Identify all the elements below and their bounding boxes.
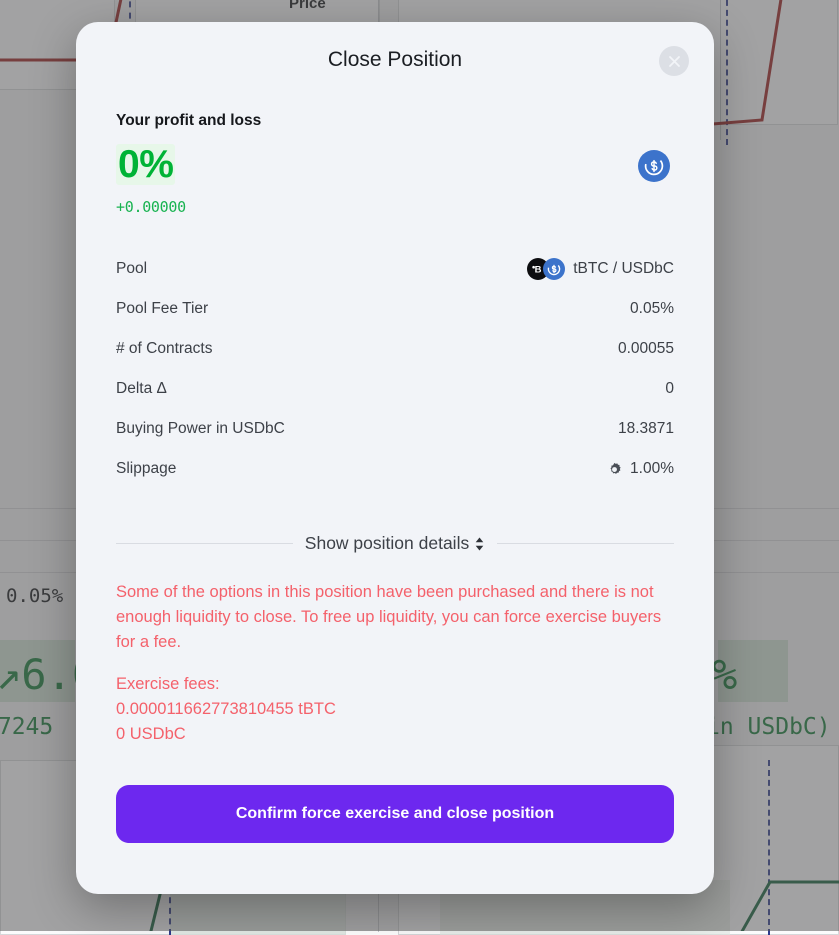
detail-label: Slippage (116, 460, 176, 478)
detail-row-pool: Pool B (116, 249, 674, 289)
divider-left (116, 543, 293, 544)
pnl-values: 0% +0.00000 (116, 144, 186, 216)
modal-body: Your profit and loss 0% +0.00000 Pool (94, 112, 696, 843)
exercise-fee-line: 0.000011662773810455 tBTC (116, 697, 674, 722)
detail-row-contracts: # of Contracts 0.00055 (116, 329, 674, 369)
detail-value: 0.05% (630, 300, 674, 318)
detail-value: 1.00% (607, 460, 674, 478)
detail-value-text: 0 (665, 380, 674, 398)
show-details-divider: Show position details (116, 533, 674, 554)
usdbc-token-glyph (642, 154, 666, 178)
detail-value-text: 0.05% (630, 300, 674, 318)
svg-text:B: B (535, 265, 542, 276)
detail-value: 0.00055 (618, 340, 674, 358)
exercise-fees-block: Exercise fees: 0.000011662773810455 tBTC… (116, 672, 674, 747)
usdbc-token-icon (543, 258, 565, 280)
detail-row-pool-fee-tier: Pool Fee Tier 0.05% (116, 289, 674, 329)
chevron-up-down-icon (474, 536, 485, 552)
close-button[interactable] (659, 46, 689, 76)
liquidity-warning-message: Some of the options in this position hav… (116, 580, 674, 655)
detail-value-text: 18.3871 (618, 420, 674, 438)
exercise-fee-line: 0 USDbC (116, 722, 674, 747)
gear-icon[interactable] (607, 462, 622, 477)
usdbc-token-glyph (546, 261, 562, 277)
page-title: Close Position (328, 48, 462, 72)
detail-value: 18.3871 (618, 420, 674, 438)
detail-value-text: tBTC / USDbC (573, 260, 674, 278)
pool-token-icons: B (527, 258, 565, 280)
pnl-amount-value: +0.00000 (116, 198, 186, 216)
show-position-details-toggle[interactable]: Show position details (305, 533, 485, 554)
divider-right (497, 543, 674, 544)
close-position-modal: Close Position Your profit and loss 0% +… (76, 22, 714, 894)
detail-row-buying-power: Buying Power in USDbC 18.3871 (116, 409, 674, 449)
detail-label: Buying Power in USDbC (116, 420, 285, 438)
detail-value: B tBTC / USDbC (527, 258, 674, 280)
detail-label: Pool (116, 260, 147, 278)
confirm-force-exercise-button[interactable]: Confirm force exercise and close positio… (116, 785, 674, 843)
close-icon (668, 55, 681, 68)
detail-row-delta: Delta Δ 0 (116, 369, 674, 409)
detail-value-text: 0.00055 (618, 340, 674, 358)
show-position-details-label: Show position details (305, 533, 469, 554)
pnl-heading: Your profit and loss (116, 112, 674, 130)
detail-value: 0 (665, 380, 674, 398)
exercise-fees-title: Exercise fees: (116, 672, 674, 697)
detail-value-text: 1.00% (630, 460, 674, 478)
modal-header: Close Position (94, 22, 696, 98)
detail-row-slippage: Slippage 1.00% (116, 449, 674, 489)
usdbc-token-icon (638, 150, 670, 182)
position-details-list: Pool B (116, 249, 674, 489)
pnl-row: 0% +0.00000 (116, 144, 674, 216)
detail-label: Delta Δ (116, 380, 167, 398)
pnl-percent-value: 0% (116, 144, 175, 185)
detail-label: # of Contracts (116, 340, 213, 358)
detail-label: Pool Fee Tier (116, 300, 208, 318)
